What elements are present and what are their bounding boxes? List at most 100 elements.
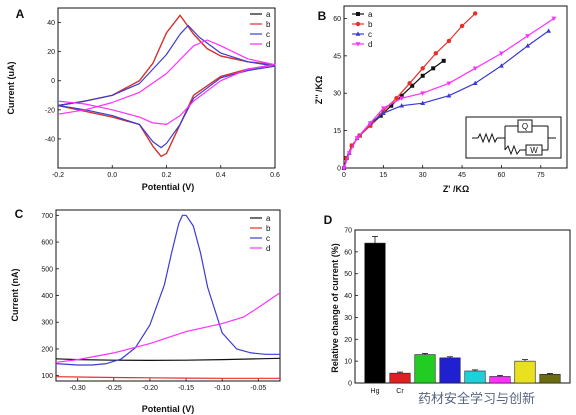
y-tick-label: 200 [41, 346, 53, 353]
y-tick-label: 600 [41, 240, 53, 247]
data-point-a [389, 103, 394, 108]
legend-label-b: b [266, 224, 271, 233]
x-tick-label: -0.20 [142, 385, 158, 392]
y-tick-label: 40 [344, 293, 352, 300]
data-point-d [499, 51, 504, 56]
legend-label-c: c [266, 234, 270, 243]
category-label: Cr [396, 388, 404, 395]
panel-letter-A: A [16, 7, 25, 21]
data-point-b [433, 51, 439, 56]
data-point-a [431, 66, 436, 71]
panel-letter-C: C [15, 207, 24, 221]
x-tick-label: -0.30 [70, 385, 86, 392]
x-tick-label: -0.25 [106, 385, 122, 392]
y-tick-label: 300 [41, 320, 53, 327]
x-tick-label: 0.0 [107, 172, 117, 179]
data-point-d [354, 136, 360, 141]
y-tick-label: 400 [41, 293, 53, 300]
legend-label-d: d [266, 244, 270, 253]
series-line-c [55, 214, 280, 366]
data-point-d [399, 96, 405, 101]
data-point-a [420, 73, 425, 78]
x-tick-label: 75 [537, 172, 545, 179]
series-line-d [343, 17, 555, 169]
y-tick-label: 60 [333, 16, 341, 23]
y-tick-label: 0 [348, 381, 352, 388]
data-point-c [399, 103, 405, 108]
y-tick-label: 45 [333, 53, 341, 60]
x-tick-label: 0.2 [162, 172, 172, 179]
y-tick-label: 500 [41, 266, 53, 273]
legend-marker-b [355, 21, 361, 27]
y-tick-label: 50 [344, 271, 352, 278]
y-tick-label: 10 [344, 359, 352, 366]
data-point-a [399, 93, 404, 98]
y-tick-label: 30 [333, 91, 341, 98]
plot-frame-C [55, 209, 281, 382]
data-point-c [546, 28, 552, 33]
x-axis-label: Potential (V) [142, 404, 195, 414]
x-tick-label: -0.2 [52, 172, 64, 179]
series-line-a [55, 357, 281, 361]
bar [464, 370, 486, 384]
data-point-d [525, 34, 531, 39]
panel-letter-D: D [324, 213, 333, 227]
legend-label-b: b [368, 20, 373, 29]
data-point-c [420, 100, 426, 105]
bar [364, 242, 386, 384]
series-line-c [57, 24, 276, 149]
x-tick-label: -0.10 [214, 385, 230, 392]
warburg-label: W [530, 146, 538, 155]
y-axis-label: Current (nA) [10, 269, 20, 322]
watermark-text: 药材安全学习与创新 [418, 392, 536, 407]
y-tick-label: 70 [344, 228, 352, 235]
legend-marker-c [355, 31, 361, 36]
series-line-b [343, 13, 476, 169]
cpe-label: Q [522, 122, 528, 131]
data-point-d [346, 151, 352, 156]
series-line-b [55, 376, 280, 379]
data-point-d [367, 121, 373, 126]
legend-marker-d [355, 42, 361, 47]
x-axis-label: Potential (V) [142, 182, 195, 192]
y-tick-label: 20 [344, 337, 352, 344]
data-point-d [420, 91, 426, 96]
y-tick-label: 0 [337, 166, 341, 173]
series-line-d [57, 39, 276, 126]
panel-letter-B: B [318, 9, 327, 23]
data-point-d [341, 166, 347, 171]
series-line-a [57, 14, 276, 157]
plot-frame-D [354, 229, 571, 384]
data-point-d [446, 81, 452, 86]
data-point-b [446, 38, 452, 44]
equivalent-circuit-inset [465, 116, 562, 159]
y-tick-label: 100 [41, 373, 53, 380]
legend-label-a: a [368, 10, 373, 19]
x-axis-label: Z' /KΩ [443, 184, 469, 194]
legend-label-d: d [266, 40, 270, 49]
bar [389, 372, 411, 384]
y-axis-label: Z'' /KΩ [314, 76, 324, 105]
x-tick-label: 60 [498, 172, 506, 179]
data-point-b [472, 11, 478, 16]
series-line-b [57, 14, 276, 157]
inset-frame [465, 116, 562, 159]
series-line-c [343, 30, 549, 169]
y-tick-label: -40 [45, 136, 55, 143]
x-tick-label: 15 [379, 172, 387, 179]
bar [514, 360, 536, 384]
x-tick-label: -0.15 [178, 385, 194, 392]
data-point-c [380, 110, 386, 115]
data-point-c [525, 43, 531, 48]
x-tick-label: 30 [419, 172, 427, 179]
data-point-d [380, 106, 386, 111]
legend-label-d: d [368, 40, 372, 49]
x-tick-label: 0 [342, 172, 346, 179]
data-point-c [446, 93, 452, 98]
y-axis-label: Relative change of current (%) [330, 243, 340, 373]
y-tick-label: -20 [45, 107, 55, 114]
legend-label-c: c [368, 30, 372, 39]
data-point-c [472, 80, 478, 86]
data-point-c [499, 63, 504, 68]
